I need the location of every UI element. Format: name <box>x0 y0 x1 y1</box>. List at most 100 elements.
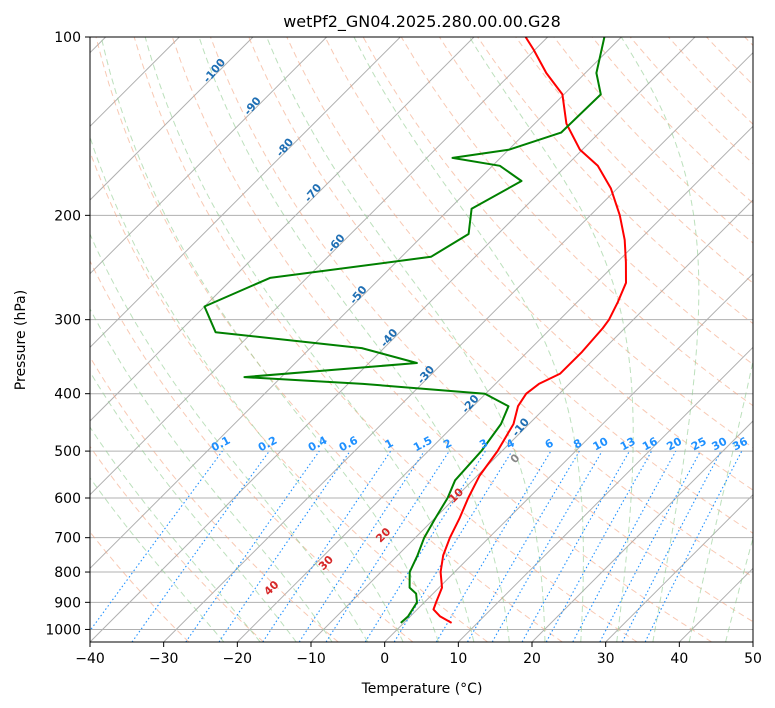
x-tick-label: −30 <box>149 651 179 667</box>
mixing-ratio-label: 36 <box>730 435 750 454</box>
moist-adiabat <box>198 37 510 642</box>
dry-adiabat-label: -70 <box>302 181 325 205</box>
mixing-ratio-label: 2 <box>441 436 454 451</box>
dry-adiabat-label: -20 <box>459 392 482 416</box>
dry-adiabat <box>286 37 753 534</box>
moist-adiabat <box>620 37 700 642</box>
moist-adiabat-label: 30 <box>316 553 336 573</box>
x-tick-label: 0 <box>380 651 389 667</box>
moist-adiabat <box>100 37 439 642</box>
dry-adiabat <box>90 259 414 642</box>
dry-adiabat-label: -60 <box>325 231 348 255</box>
x-tick-label: −10 <box>296 651 326 667</box>
isotherm <box>384 272 753 642</box>
mixing-ratio-label: 3 <box>477 436 490 451</box>
plot-frame <box>89 36 754 643</box>
y-axis-title: Pressure (hPa) <box>13 290 29 390</box>
isotherm <box>236 125 753 642</box>
dry-adiabat <box>90 356 339 642</box>
moist-adiabat <box>90 232 369 642</box>
dry-adiabat <box>210 37 753 623</box>
dry-adiabat <box>95 37 563 642</box>
mixing-ratio-line <box>572 450 677 642</box>
moist-adiabat-label: 40 <box>261 578 281 598</box>
x-tick-label: −40 <box>75 651 105 667</box>
mixing-ratio-label: 25 <box>689 435 709 454</box>
isotherm <box>752 641 753 642</box>
x-tick-label: 10 <box>449 651 467 667</box>
axes: −40 −30 −20 −10 0 10 20 30 40 50 100 200 300 400 500 60… <box>45 30 762 667</box>
dry-adiabat <box>553 37 753 244</box>
moist-adiabat <box>144 37 475 642</box>
y-tick-label: 100 <box>54 30 81 46</box>
x-tick-label: 30 <box>597 651 615 667</box>
mixing-ratio-line <box>262 450 392 642</box>
chart-title: wetPf2_GN04.2025.280.00.00.G28 <box>283 12 561 32</box>
isotherm <box>90 37 696 642</box>
isotherm <box>90 37 328 275</box>
mixing-ratio-lines <box>90 450 743 642</box>
y-tick-label: 200 <box>54 208 81 224</box>
isotherm <box>457 346 753 642</box>
y-tick-label: 700 <box>54 531 81 547</box>
moist-adiabat <box>90 308 333 642</box>
adiabat-lines <box>90 37 753 642</box>
temperature-trace <box>432 37 627 624</box>
isotherm <box>90 37 254 201</box>
dewpoint-trace <box>203 37 606 624</box>
y-tick-label: 900 <box>54 595 81 611</box>
isotherm <box>678 567 753 642</box>
mixing-ratio-label: 30 <box>710 435 730 454</box>
moist-adiabat <box>90 135 404 642</box>
isotherm <box>605 493 753 642</box>
dry-adiabat-label: -10 <box>509 415 532 439</box>
mixing-ratio-line <box>599 450 701 642</box>
moist-adiabat <box>688 358 753 642</box>
dry-adiabat <box>515 37 753 284</box>
y-tick-label: 400 <box>54 387 81 403</box>
mixing-ratio-line <box>435 450 552 642</box>
isotherm <box>90 37 549 496</box>
moist-adiabat <box>353 37 584 642</box>
moist-adiabat <box>90 476 225 642</box>
mixing-ratio-line <box>364 450 486 642</box>
y-tick-label: 600 <box>54 491 81 507</box>
mixing-ratio-line <box>218 450 351 642</box>
mixing-ratio-line <box>185 450 320 642</box>
moist-adiabat <box>266 37 546 642</box>
x-axis-title: Temperature (°C) <box>361 681 483 697</box>
mixing-ratio-line <box>298 450 425 642</box>
dry-adiabat-label: -40 <box>378 326 401 350</box>
dry-adiabat <box>133 37 638 642</box>
mixing-ratio-label: 16 <box>640 435 660 454</box>
mixing-ratio-line <box>545 450 653 642</box>
dry-adiabat <box>668 37 753 125</box>
dry-adiabat <box>706 37 753 86</box>
y-tick-label: 500 <box>54 444 81 460</box>
mixing-ratio-label: 13 <box>618 435 638 454</box>
dry-adiabat <box>171 37 712 642</box>
dry-adiabat <box>591 37 753 204</box>
x-tick-label: 40 <box>670 651 688 667</box>
mixing-ratio-line <box>90 450 223 632</box>
x-tick-label: 50 <box>744 651 762 667</box>
dry-adiabat <box>90 445 264 642</box>
dry-adiabat <box>324 37 753 491</box>
isotherm <box>90 37 401 349</box>
moist-adiabat <box>90 426 261 642</box>
isotherm <box>90 37 475 422</box>
moist-adiabat <box>725 536 753 642</box>
moist-adiabat-label: 20 <box>373 525 393 545</box>
dry-adiabat <box>90 150 488 642</box>
dry-adiabat-label: -80 <box>274 135 297 159</box>
moist-adiabat-label: 10 <box>446 485 466 505</box>
dry-adiabat-label: -50 <box>347 283 370 307</box>
isotherm <box>531 420 753 642</box>
y-tick-label: 300 <box>54 313 81 329</box>
mixing-ratio-line <box>325 450 450 642</box>
dry-adiabat <box>248 37 753 578</box>
mixing-ratio-label: 4 <box>504 436 517 451</box>
moist-adiabat <box>469 37 634 642</box>
y-tick-label: 1000 <box>45 622 81 638</box>
